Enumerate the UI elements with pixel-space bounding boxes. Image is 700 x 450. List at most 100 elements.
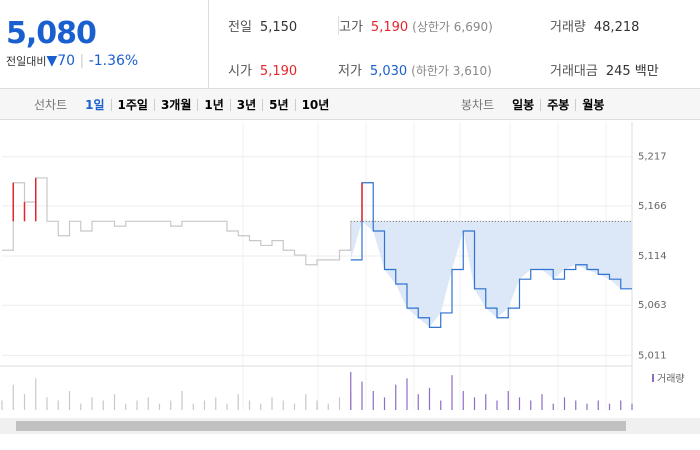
volume-bar	[136, 400, 138, 410]
volume-bar	[338, 397, 341, 410]
tab-bar: 선차트 1일 1주일 3개월 1년 3년 5년 10년 봉차트 일봉 주봉 월봉	[0, 89, 700, 120]
scroll-thumb[interactable]	[16, 421, 626, 431]
volume-bar	[316, 400, 318, 410]
tab[interactable]: 월봉	[582, 98, 605, 112]
volume-bar	[608, 403, 611, 410]
note: (하한가 3,610)	[411, 64, 492, 78]
volume-bar	[226, 403, 228, 410]
price-line	[350, 182, 632, 328]
volume-bar	[68, 391, 71, 410]
legend-label: 거래량	[657, 373, 685, 385]
label: 거래대금	[550, 64, 598, 79]
tab[interactable]: 3년	[231, 99, 264, 111]
volume-bar	[541, 394, 543, 410]
volume-bar	[248, 400, 251, 410]
volume-bar	[496, 400, 498, 410]
volume-bar	[46, 397, 48, 410]
volume-bar	[417, 394, 419, 410]
label: 고가	[339, 20, 363, 35]
value: 5,150	[259, 20, 298, 35]
volume-bar	[575, 400, 577, 410]
volume-bar	[170, 400, 172, 410]
volume-bar	[293, 403, 296, 410]
volume-bar	[102, 400, 104, 410]
volume-bar	[597, 400, 599, 410]
tab-group-label: 선차트	[34, 98, 68, 112]
volume-bar	[35, 378, 37, 410]
tab[interactable]: 5년	[263, 99, 296, 111]
tab[interactable]: 주봉	[541, 99, 577, 111]
volume-bar	[158, 403, 161, 410]
value: 48,218	[593, 20, 640, 35]
volume-bar	[147, 397, 149, 410]
volume-bar	[237, 394, 239, 410]
volume-bar	[215, 397, 217, 410]
volume-bar	[192, 403, 194, 410]
area	[350, 221, 632, 328]
summary-item: 전일 5,150	[228, 16, 297, 35]
tab[interactable]: 1년	[198, 99, 231, 111]
value: 5,190	[370, 20, 409, 35]
y-tick-label: 5,011	[638, 350, 667, 361]
tab[interactable]: 1주일	[112, 99, 155, 111]
volume-bar	[305, 394, 307, 410]
price-line	[2, 177, 352, 266]
y-tick-label: 5,063	[638, 300, 667, 311]
change: 전일대비▼70 | -1.36%	[6, 53, 139, 69]
y-tick-label: 5,217	[638, 152, 667, 163]
volume-bar	[57, 400, 59, 410]
price: 5,080	[6, 16, 97, 51]
volume-bar	[406, 378, 408, 410]
volume-bar	[80, 403, 82, 410]
volume-bar	[620, 400, 622, 410]
volume-bar	[327, 403, 329, 410]
tab-group-label: 봉차트	[461, 98, 495, 112]
tab[interactable]: 1일	[79, 99, 112, 111]
volume-bar	[462, 391, 464, 410]
summary-item: 거래대금 245 백만	[550, 60, 659, 79]
volume-bar	[260, 403, 262, 410]
volume-bar	[383, 397, 386, 410]
label: 저가	[338, 64, 362, 79]
scrollbar[interactable]	[0, 418, 700, 434]
note: (상한가 6,690)	[412, 20, 493, 34]
volume-bar	[451, 375, 453, 410]
change-pct: -1.36%	[88, 53, 139, 69]
y-tick-label: 5,114	[638, 251, 667, 262]
volume-bar	[23, 394, 26, 410]
header: 5,080 전일대비▼70 | -1.36% 전일 5,150 고가 5,190 (상…	[0, 0, 700, 89]
volume-bar	[507, 391, 509, 410]
summary-item: 거래량 48,218	[550, 16, 639, 35]
volume-bar	[350, 372, 352, 410]
volume-bar	[1, 400, 3, 410]
label: 시가	[228, 64, 252, 79]
volume-bar	[203, 400, 206, 410]
volume-bar	[473, 397, 476, 410]
summary-item: 저가 5,030 (하한가 3,610)	[338, 60, 492, 79]
volume-bar	[530, 400, 532, 410]
volume-bar	[440, 400, 442, 410]
tab[interactable]: 10년	[301, 98, 330, 112]
volume-bar	[485, 394, 487, 410]
volume-bar	[91, 397, 93, 410]
y-tick-label: 5,166	[638, 201, 667, 212]
volume-bar	[552, 403, 554, 410]
legend-swatch	[652, 374, 654, 382]
value: 5,030	[369, 64, 408, 79]
tab[interactable]: 3개월	[155, 99, 199, 111]
volume-bar	[271, 397, 273, 410]
volume-bar	[631, 403, 633, 410]
price-box: 5,080 전일대비▼70 | -1.36%	[0, 0, 209, 88]
summary-item: 고가 5,190 (상한가 6,690)	[338, 16, 493, 35]
value: 5,190	[259, 64, 298, 79]
value: 245 백만	[605, 64, 659, 79]
volume-bar	[395, 384, 397, 410]
label: 거래량	[550, 20, 586, 35]
tab[interactable]: 일봉	[506, 99, 542, 111]
volume-bar	[361, 381, 363, 410]
volume-bar	[428, 387, 431, 410]
volume-bar	[563, 397, 566, 410]
change-value: ▼70	[46, 53, 76, 69]
